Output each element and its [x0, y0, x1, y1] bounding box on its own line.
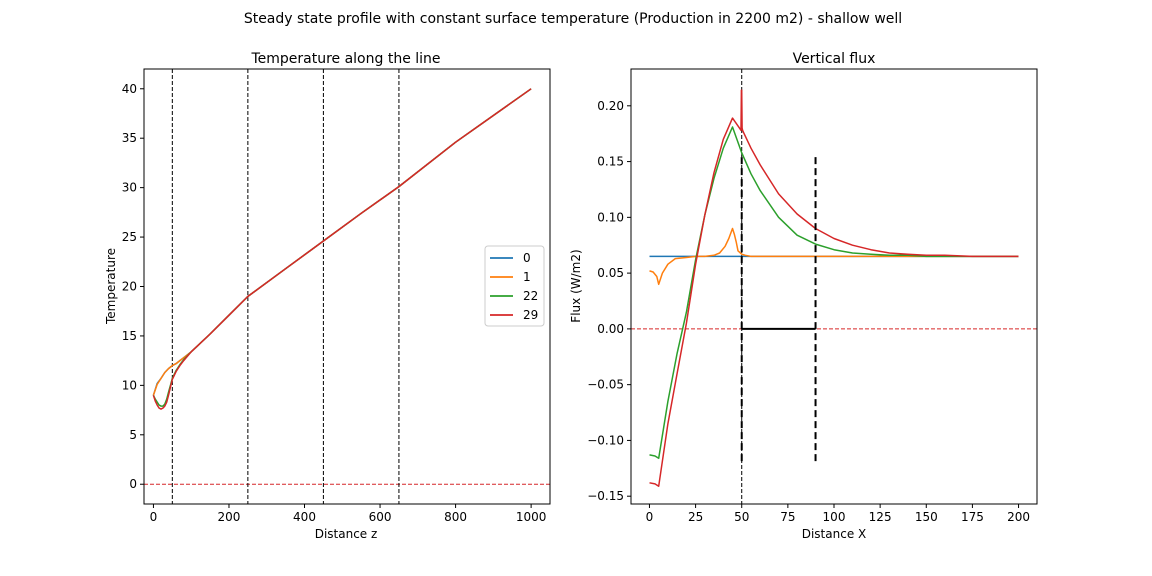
- flux-y-axis-label: Flux (W/m2): [569, 249, 583, 322]
- temperature-y-tick-label: 40: [122, 82, 137, 96]
- temperature-y-tick-label: 30: [122, 181, 137, 195]
- flux-series-line-1: [649, 227, 1019, 286]
- flux-x-tick-label: 75: [780, 510, 795, 524]
- temperature-series-group: [152, 88, 532, 410]
- flux-series-line-22: [649, 126, 1019, 460]
- flux-y-tick-label: −0.05: [587, 378, 624, 392]
- flux-y-tick-label: 0.00: [597, 322, 624, 336]
- flux-chart: Vertical flux Distance X Flux (W/m2) 0 25…: [569, 51, 1038, 541]
- flux-x-tick-label: 150: [915, 510, 938, 524]
- temperature-x-tick-label: 1000: [516, 510, 547, 524]
- legend-label-29: 29: [523, 308, 538, 322]
- flux-y-tick-label: 0.15: [597, 155, 624, 169]
- temperature-series-line-29: [152, 88, 532, 410]
- temperature-y-axis-label: Temperature: [104, 248, 118, 325]
- temperature-chart: Temperature along the line Distance z Te…: [104, 51, 551, 541]
- flux-chart-title: Vertical flux: [793, 51, 876, 67]
- flux-y-tick-label: 0.10: [597, 210, 624, 224]
- flux-series-group: [649, 89, 1019, 487]
- temperature-x-tick-label: 800: [444, 510, 467, 524]
- temperature-y-tick-label: 0: [129, 477, 137, 491]
- temperature-x-tick-label: 0: [150, 510, 158, 524]
- flux-x-tick-label: 125: [869, 510, 892, 524]
- temperature-chart-title: Temperature along the line: [250, 51, 440, 67]
- temperature-legend: 0 1 22 29: [484, 245, 545, 327]
- flux-x-axis-label: Distance X: [802, 527, 867, 541]
- legend-label-0: 0: [523, 251, 531, 265]
- flux-y-tick-label: 0.20: [597, 99, 624, 113]
- legend-label-22: 22: [523, 289, 538, 303]
- flux-x-tick-label: 0: [646, 510, 654, 524]
- temperature-series-line-22: [152, 88, 532, 407]
- flux-y-tick-label: −0.10: [587, 433, 624, 447]
- flux-x-tick-label: 200: [1007, 510, 1030, 524]
- temperature-y-tick-label: 25: [122, 230, 137, 244]
- flux-y-tick-label: −0.15: [587, 489, 624, 503]
- temperature-y-tick-label: 35: [122, 131, 137, 145]
- flux-x-tick-label: 25: [688, 510, 703, 524]
- legend-box: [484, 245, 545, 327]
- temperature-x-tick-label: 200: [218, 510, 241, 524]
- temperature-x-axis-label: Distance z: [315, 527, 378, 541]
- temperature-y-tick-label: 5: [129, 428, 137, 442]
- flux-y-tick-label: 0.05: [597, 266, 624, 280]
- flux-x-tick-label: 50: [734, 510, 749, 524]
- legend-label-1: 1: [523, 270, 531, 284]
- flux-x-tick-label: 175: [961, 510, 984, 524]
- figure-suptitle: Steady state profile with constant surfa…: [244, 11, 902, 27]
- flux-series-line-29: [649, 89, 1019, 487]
- temperature-y-tick-label: 10: [122, 378, 137, 392]
- temperature-x-tick-label: 400: [293, 510, 316, 524]
- temperature-x-tick-label: 600: [369, 510, 392, 524]
- flux-x-tick-label: 100: [823, 510, 846, 524]
- temperature-y-tick-label: 20: [122, 280, 137, 294]
- temperature-series-line-0: [152, 88, 532, 396]
- temperature-y-tick-label: 15: [122, 329, 137, 343]
- temperature-series-line-1: [152, 88, 532, 396]
- flux-plot-area: 0 25 50 75 100 125 150 175 200 −0.15 −0.10 −0.05 0.0…: [587, 68, 1038, 524]
